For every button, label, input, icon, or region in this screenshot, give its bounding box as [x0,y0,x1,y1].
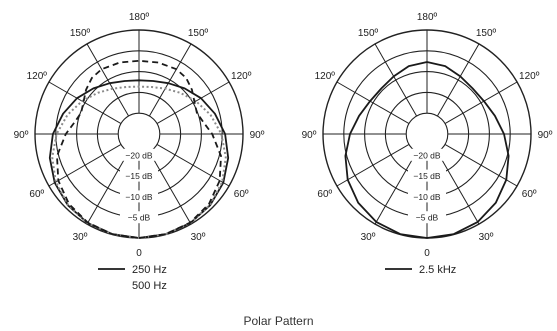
polar-spoke [86,151,130,225]
polar-spoke [148,43,192,117]
angle-label: 120º [315,71,336,82]
polar-spoke [374,151,418,225]
angle-label: 150º [358,28,379,39]
ring-label-bg [408,169,446,182]
angle-label: 90º [302,130,317,141]
ring-label-bg [120,169,158,182]
angle-label: 150º [70,28,91,39]
angle-label: 180º [129,12,150,23]
ring-label-bg [120,211,158,224]
angle-label: 150º [188,28,209,39]
polar-spoke [374,43,418,117]
ring-label-bg [408,190,446,203]
polar-spoke [444,81,518,125]
angle-label: 60º [29,189,44,200]
series-line [48,79,230,239]
angle-label: 120º [231,71,252,82]
polar-spoke [48,81,122,125]
ring-label-bg [408,211,446,224]
ring-label-bg [120,148,158,161]
angle-label: 30º [73,232,88,243]
ring-label: −5 dB [128,213,151,223]
polar-spoke [336,81,410,125]
angle-label: 30º [191,232,206,243]
polar-spoke [156,143,230,187]
polar-spoke [436,151,480,225]
polar-ring [405,112,449,156]
angle-label: 60º [234,189,249,200]
polar-spoke [48,143,122,187]
angle-label: 150º [476,28,497,39]
polar-ring [117,112,161,156]
angle-label: 0 [136,248,142,259]
angle-label: 120º [27,71,48,82]
legend-label: 2.5 kHz [419,264,456,276]
figure-caption: Polar Pattern [243,314,314,328]
angle-label: 90º [250,130,265,141]
ring-label: −5 dB [416,213,439,223]
series-line [344,61,510,239]
angle-label: 30º [361,232,376,243]
polar-spoke [336,143,410,187]
polar-spoke [436,43,480,117]
ring-label: −10 dB [125,192,153,202]
angle-label: 30º [479,232,494,243]
polar-plot-right: 0 30º 60º 90º 120º 150º 180º 150º 120º 90º 60º 30º −… [302,12,553,276]
polar-spoke [156,81,230,125]
angle-label: 90º [14,130,29,141]
series-line [56,59,222,239]
ring-label-bg [408,148,446,161]
angle-label: 0 [424,248,430,259]
ring-label: −20 dB [125,150,153,160]
series-line [51,85,227,239]
angle-label: 90º [538,130,553,141]
angle-label: 120º [519,71,540,82]
polar-spoke [86,43,130,117]
ring-label-bg [120,190,158,203]
legend-label: 250 Hz [132,264,167,276]
ring-label: −20 dB [413,150,441,160]
ring-label: −15 dB [125,171,153,181]
legend-label: 500 Hz [132,280,167,292]
ring-label: −15 dB [413,171,441,181]
ring-label: −10 dB [413,192,441,202]
polar-plot-left: 0 30º 60º 90º 120º 150º 180º 150º 120º 90º 60º 30º −… [14,12,265,292]
angle-label: 180º [417,12,438,23]
angle-label: 60º [522,189,537,200]
angle-label: 60º [317,189,332,200]
polar-spoke [148,151,192,225]
polar-spoke [444,143,518,187]
